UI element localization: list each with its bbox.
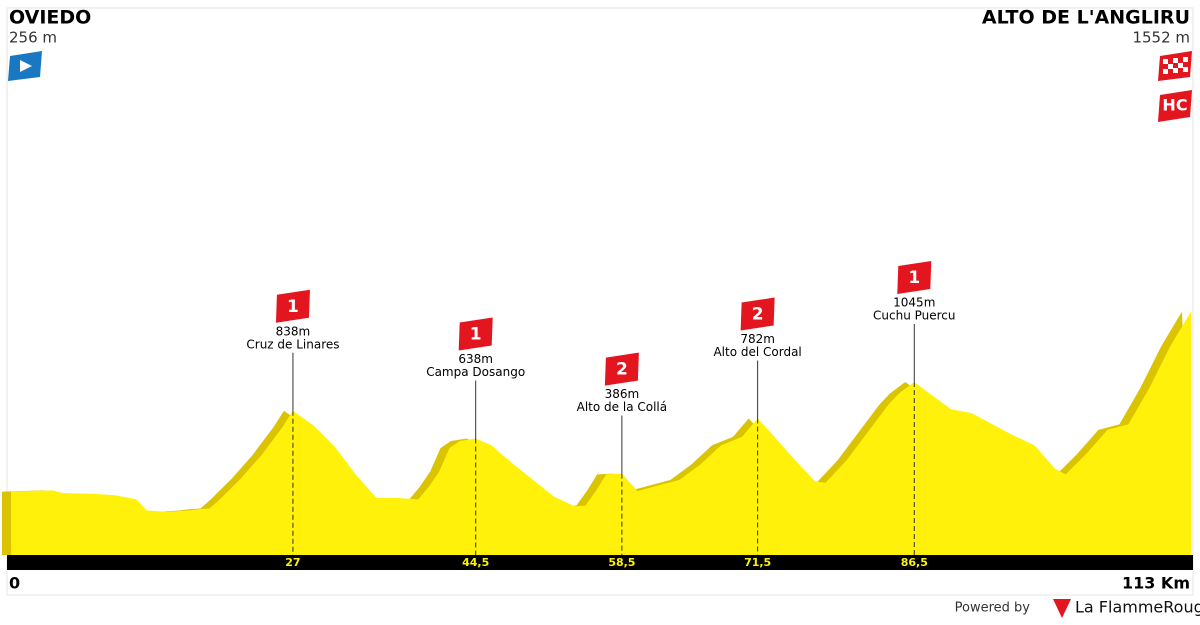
finish-icon	[1158, 51, 1192, 81]
climb-category: 1	[908, 268, 920, 288]
climb-flag	[604, 352, 639, 386]
start-name: OVIEDO	[9, 7, 91, 29]
hc-label: HC	[1162, 96, 1187, 115]
km-label: 44,5	[462, 556, 489, 569]
hc-flag	[1158, 90, 1192, 122]
climb-category: 2	[616, 360, 628, 380]
climb-name: Alto de la Collá	[577, 400, 667, 414]
climb-elevation: 638m	[458, 352, 493, 366]
climb-elevation: 782m	[740, 332, 775, 346]
start-elevation: 256 m	[9, 29, 57, 47]
climb-elevation: 838m	[276, 324, 311, 338]
brand-name: La FlammeRouge	[1075, 598, 1200, 617]
climb-flag	[740, 297, 775, 331]
finish-name: ALTO DE L'ANGLIRU	[982, 7, 1190, 29]
powered-by: Powered by	[955, 601, 1031, 616]
climb-flag	[897, 260, 932, 294]
climb-flag	[458, 317, 493, 351]
climb-name: Cruz de Linares	[246, 337, 339, 351]
km-label: 86,5	[901, 556, 928, 569]
climb-name: Campa Dosango	[426, 365, 525, 379]
x-start-label: 0	[9, 574, 20, 593]
finish-elevation: 1552 m	[1132, 29, 1190, 47]
climb-category: 1	[470, 325, 482, 345]
climb-elevation: 1045m	[893, 295, 935, 309]
climb-flag	[275, 289, 310, 323]
km-label: 58,5	[608, 556, 635, 569]
brand-logo	[1053, 599, 1071, 618]
climb-name: Alto del Cordal	[713, 345, 801, 359]
climb-category: 1	[287, 297, 299, 317]
climb-category: 2	[752, 305, 764, 325]
climb-name: Cuchu Puercu	[873, 308, 956, 322]
frame	[6, 7, 1194, 596]
km-band	[7, 555, 1193, 570]
x-end-label: 113 Km	[1122, 574, 1190, 593]
km-label: 71,5	[744, 556, 771, 569]
profile-area	[11, 311, 1191, 555]
start-icon	[8, 51, 42, 81]
climb-elevation: 386m	[605, 387, 640, 401]
km-label: 27	[285, 556, 300, 569]
